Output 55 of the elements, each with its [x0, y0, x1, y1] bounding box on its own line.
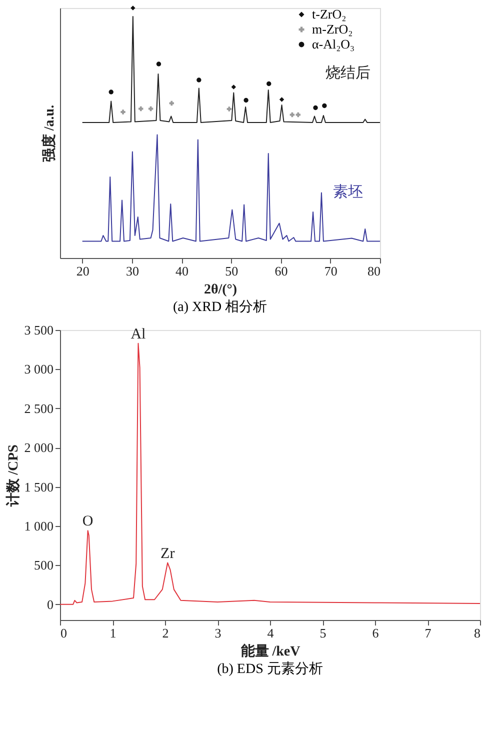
x-tick-label: 3 [214, 626, 222, 640]
point [266, 81, 272, 86]
x-axis-title: 2θ/(°) [204, 282, 238, 298]
y-tick-label: 2 000 [24, 440, 54, 456]
y-axis-title: 计数 /CPS [5, 444, 22, 508]
x-tick-label: 20 [76, 264, 90, 278]
x-tick-label: 30 [126, 264, 139, 278]
y-tick-label: 500 [34, 558, 54, 573]
x-tick-label: 5 [320, 626, 326, 640]
annotation: Zr [160, 546, 175, 562]
line-series [60, 342, 480, 605]
x-tick-label: 4 [267, 626, 274, 640]
y-tick-label: 1 000 [24, 518, 54, 534]
x-tick-label: 7 [424, 626, 432, 640]
point [226, 106, 232, 112]
x-tick-label: 2 [162, 626, 169, 640]
point [231, 84, 236, 90]
text: (b) EDS 元素分析 [217, 661, 323, 677]
x-tick-label: 0 [60, 626, 67, 640]
x-tick-label: 6 [372, 626, 380, 640]
x-tick-label: 70 [324, 264, 338, 278]
point [120, 110, 126, 114]
point [138, 106, 144, 112]
legend-label: m-ZrO₂ [312, 22, 353, 36]
point [313, 105, 318, 110]
point [108, 90, 114, 94]
text: (a) XRD 相分析 [172, 299, 268, 315]
point [130, 6, 136, 10]
x-tick-label: 60 [274, 264, 288, 278]
legend-label: t-ZrO₂ [312, 6, 346, 22]
y-tick-label: 3 000 [24, 362, 54, 377]
point [322, 103, 327, 108]
point [296, 112, 300, 118]
series-label: 素坯 [333, 183, 363, 200]
point [290, 112, 295, 118]
x-tick-label: 8 [474, 626, 480, 640]
y-tick-label: 0 [47, 596, 54, 612]
point [169, 100, 174, 106]
point [156, 62, 162, 66]
x-tick-label: 1 [110, 626, 116, 640]
text: 烧结后 [326, 64, 370, 82]
x-axis-title: 能量 /keV [240, 644, 300, 660]
y-tick-label: 2 500 [24, 400, 54, 416]
y-axis-title: 强度 /a.u. [40, 104, 58, 162]
x-tick-label: 40 [176, 264, 189, 278]
x-tick-label: 50 [225, 264, 238, 278]
y-tick-label: 1 500 [24, 479, 54, 494]
annotation: O [82, 514, 94, 530]
point [244, 98, 248, 103]
annotation: Al [130, 326, 146, 342]
point [196, 78, 202, 82]
x-tick-label: 80 [368, 264, 380, 278]
point [279, 97, 284, 102]
y-tick-label: 3 500 [24, 322, 54, 338]
legend-label: α-Al₂O₃ [312, 36, 355, 52]
